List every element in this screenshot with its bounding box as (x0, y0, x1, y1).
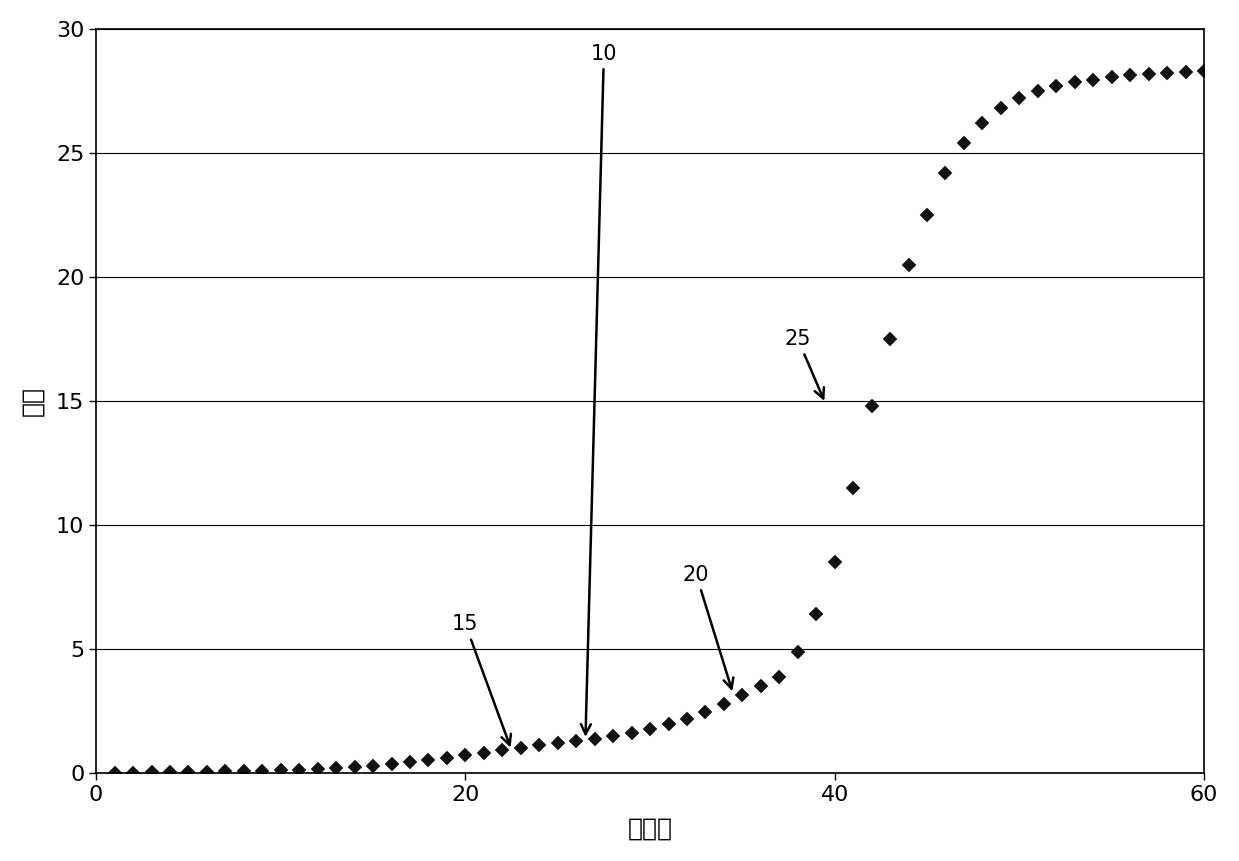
Text: 20: 20 (683, 565, 733, 689)
Y-axis label: 荧光: 荧光 (21, 386, 45, 416)
Text: 25: 25 (784, 329, 824, 399)
X-axis label: 周期数: 周期数 (627, 816, 673, 840)
Text: 10: 10 (581, 44, 617, 734)
Text: 15: 15 (452, 615, 510, 745)
